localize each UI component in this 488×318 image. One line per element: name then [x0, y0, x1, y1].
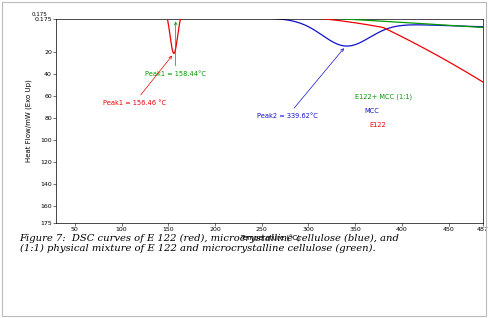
Text: Peak1 = 156.46 °C: Peak1 = 156.46 °C: [103, 56, 172, 106]
Text: MCC: MCC: [365, 107, 379, 114]
Text: Figure 7:  DSC curves of E 122 (red), microcrystalline cellulose (blue), and
(1:: Figure 7: DSC curves of E 122 (red), mic…: [20, 234, 399, 253]
Text: Peak1 = 158.44°C: Peak1 = 158.44°C: [145, 22, 206, 77]
Y-axis label: Heat Flow/mW (Exo Up): Heat Flow/mW (Exo Up): [25, 80, 32, 162]
Text: Peak2 = 339.62°C: Peak2 = 339.62°C: [257, 49, 344, 119]
Text: Peak2 = 317.39 °C: Peak2 = 317.39 °C: [0, 317, 1, 318]
Text: E122+ MCC (1:1): E122+ MCC (1:1): [355, 93, 412, 100]
Text: E122: E122: [369, 122, 386, 128]
X-axis label: Temperature (°C): Temperature (°C): [240, 235, 300, 242]
Text: 0.175: 0.175: [32, 12, 48, 17]
